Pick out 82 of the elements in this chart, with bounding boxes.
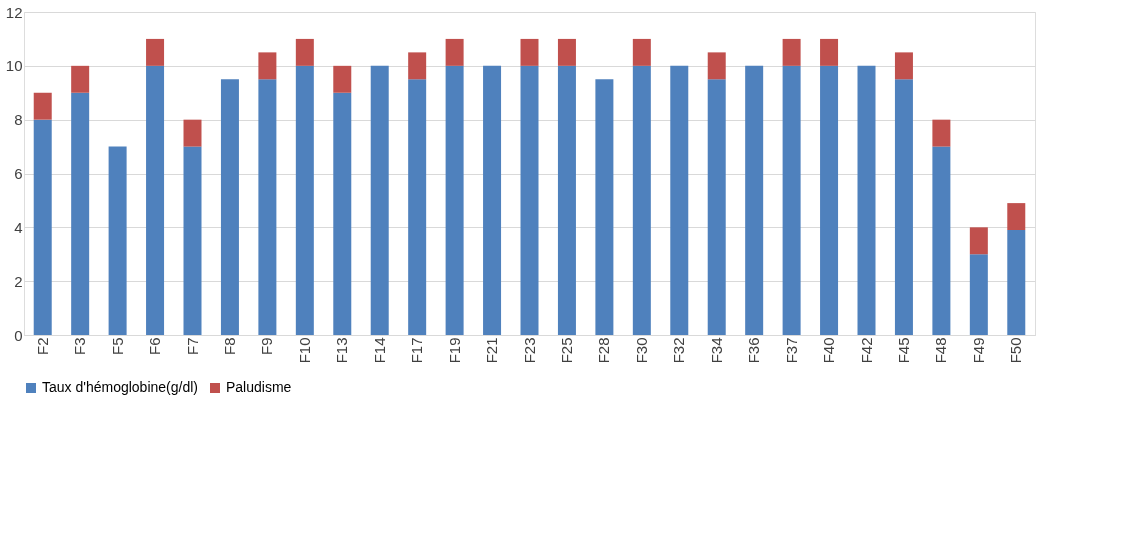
x-tick-label: F50 bbox=[1007, 337, 1025, 364]
x-tick-label: F28 bbox=[595, 337, 613, 364]
bar bbox=[1007, 230, 1026, 335]
x-tick-label: F32 bbox=[670, 337, 688, 364]
x-tick-label: F25 bbox=[557, 337, 575, 364]
y-tick-label: 8 bbox=[14, 111, 23, 129]
bar bbox=[520, 65, 539, 335]
bar bbox=[71, 92, 90, 335]
bar bbox=[258, 79, 277, 335]
y-tick-label: 2 bbox=[14, 272, 23, 290]
bar bbox=[333, 65, 352, 93]
y-tick-label: 12 bbox=[5, 3, 23, 21]
bar bbox=[408, 79, 427, 335]
x-tick-label: F7 bbox=[183, 337, 201, 356]
x-tick-label: F36 bbox=[745, 337, 763, 364]
legend-label: Paludisme bbox=[226, 379, 292, 395]
bar bbox=[295, 65, 314, 335]
x-tick-label: F2 bbox=[33, 337, 51, 356]
bar bbox=[932, 119, 951, 147]
bar bbox=[520, 38, 539, 66]
x-tick-label: F8 bbox=[220, 337, 238, 356]
bar bbox=[146, 65, 165, 335]
bar bbox=[370, 65, 389, 335]
bar bbox=[183, 119, 202, 147]
bar bbox=[557, 65, 576, 335]
x-tick-label: F23 bbox=[520, 337, 538, 364]
bar bbox=[445, 38, 464, 66]
x-tick-label: F49 bbox=[969, 337, 987, 364]
bar bbox=[632, 65, 651, 335]
x-tick-label: F5 bbox=[108, 337, 126, 356]
bar bbox=[483, 65, 502, 335]
bar bbox=[333, 92, 352, 335]
x-tick-label: F17 bbox=[408, 337, 426, 364]
y-tick-label: 4 bbox=[14, 218, 23, 236]
bar bbox=[258, 52, 277, 80]
legend-label: Taux d'hémoglobine(g/dl) bbox=[42, 379, 198, 395]
bar bbox=[782, 38, 801, 66]
bar bbox=[857, 65, 876, 335]
x-tick-label: F42 bbox=[857, 337, 875, 364]
bar bbox=[820, 65, 839, 335]
x-tick-label: F48 bbox=[932, 337, 950, 364]
bar bbox=[557, 38, 576, 66]
bar bbox=[33, 119, 52, 335]
x-tick-label: F3 bbox=[71, 337, 89, 356]
bar bbox=[707, 52, 726, 80]
x-tick-label: F9 bbox=[258, 337, 276, 356]
x-tick-label: F14 bbox=[370, 337, 388, 364]
bar bbox=[295, 38, 314, 66]
bar bbox=[71, 65, 90, 93]
x-tick-label: F10 bbox=[295, 337, 313, 364]
bar bbox=[183, 146, 202, 335]
bar bbox=[632, 38, 651, 66]
bar bbox=[932, 146, 951, 335]
y-tick-label: 0 bbox=[14, 326, 23, 344]
bar bbox=[969, 227, 988, 255]
y-tick-label: 6 bbox=[14, 165, 23, 182]
bar bbox=[108, 146, 127, 335]
bar bbox=[745, 65, 764, 335]
bar bbox=[33, 92, 52, 120]
x-tick-label: F6 bbox=[146, 337, 164, 356]
bar bbox=[220, 79, 239, 335]
bar bbox=[894, 52, 913, 80]
bar bbox=[445, 65, 464, 335]
bar bbox=[1007, 203, 1026, 231]
x-tick-label: F19 bbox=[445, 337, 463, 364]
x-tick-label: F45 bbox=[894, 337, 912, 364]
x-tick-label: F13 bbox=[333, 337, 351, 364]
bar bbox=[969, 254, 988, 335]
bar bbox=[670, 65, 689, 335]
bar bbox=[707, 79, 726, 335]
bar bbox=[782, 65, 801, 335]
bar bbox=[894, 79, 913, 335]
x-tick-label: F34 bbox=[707, 337, 725, 364]
x-tick-label: F21 bbox=[483, 337, 501, 364]
y-tick-label: 10 bbox=[5, 57, 23, 75]
x-tick-label: F40 bbox=[820, 337, 838, 364]
bar bbox=[595, 79, 614, 335]
bar bbox=[408, 52, 427, 80]
bar bbox=[820, 38, 839, 66]
x-tick-label: F30 bbox=[632, 337, 650, 364]
bar bbox=[146, 38, 165, 66]
x-tick-label: F37 bbox=[782, 337, 800, 364]
